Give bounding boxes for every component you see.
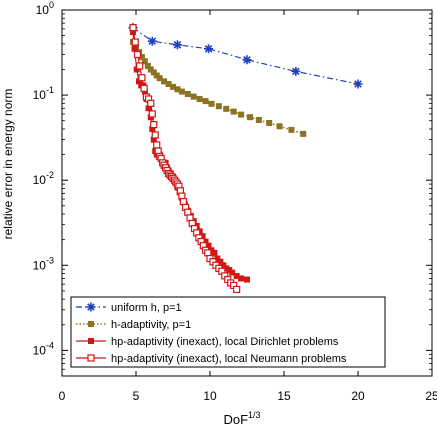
series-4-point [148,110,156,118]
series-2-point [202,98,209,105]
legend: uniform h, p=1 h-adaptivity, p=1 hp-adapti… [70,296,386,368]
series-1-point [172,40,182,50]
series-2-point [174,86,181,93]
series-4-point [138,74,146,82]
legend-label: hp-adaptivity (inexact), local Neumann p… [111,353,347,365]
y-tick-label: 10-3 [33,255,54,272]
y-tick-label: 10-4 [33,340,54,357]
series-2-point [156,75,163,82]
series-4-point [151,131,159,139]
x-axis-label-base: DoF [223,412,248,427]
y-tick-label: 100 [36,0,54,17]
series-3-point [131,45,138,52]
legend-marker [88,321,94,327]
series-3-point [130,29,137,36]
series-1 [128,23,363,89]
legend-marker [86,302,96,312]
series-4-point [131,38,139,46]
series-layer [128,23,363,294]
series-4 [129,24,241,294]
legend-label: h-adaptivity, p=1 [111,319,191,331]
series-2-point [150,69,157,76]
x-axis-label: DoF1/3 [223,410,260,427]
x-tick-label: 15 [277,389,291,403]
series-2-point [138,54,145,61]
series-3-point [199,233,206,240]
series-4-point [129,24,137,32]
series-3-point [205,242,212,249]
x-tick-label: 5 [133,389,140,403]
y-tick-label: 10-1 [33,85,54,102]
series-2-point [223,105,230,112]
series-2-point [255,116,262,123]
series-2-point [215,103,222,110]
series-4-point [153,141,161,149]
x-axis-label-exponent: 1/3 [248,410,261,420]
series-2-point [288,126,295,133]
series-1-point [204,44,214,54]
series-3-point [214,255,221,262]
series-3-point [233,272,240,279]
series-2-point [161,78,168,85]
legend-marker [87,354,95,362]
x-tick-label: 20 [351,389,365,403]
series-4-point [147,99,155,107]
series-3-point [150,136,157,143]
series-3-point [220,262,227,269]
series-3-point [244,276,250,283]
series-4-point [133,50,142,59]
series-2-point [170,83,176,90]
series-4-point [136,62,144,70]
series-3-point [202,238,209,245]
series-1-point [291,66,301,76]
series-2-point [190,93,197,100]
series-2-point [230,108,237,115]
series-2-point [208,100,215,107]
legend-item-4: hp-adaptivity (inexact), local Neumann p… [76,353,347,365]
series-2-point [300,130,307,137]
series-2-point [276,123,283,130]
series-2-point [141,58,148,65]
series-2-point [246,114,253,121]
series-1-point [147,36,157,46]
series-2-point [196,95,203,102]
series-3-point [149,125,156,132]
legend-box [70,296,386,368]
series-3-point [217,258,224,265]
series-1-point [242,55,252,65]
legend-label: uniform h, p=1 [111,302,182,314]
axes: 0 5 10 15 20 25 10-4 10-3 10-2 10-1 100 [33,0,437,403]
series-3-point [135,78,142,85]
legend-label: hp-adaptivity (inexact), local Dirichlet… [111,336,339,348]
series-2-point [184,91,191,98]
series-2-point [238,111,245,118]
series-4-point [233,285,241,294]
legend-marker [88,338,94,344]
series-4-point [140,84,148,92]
x-tick-label: 25 [425,389,437,403]
series-3-point [211,249,218,256]
y-tick-label: 10-2 [33,170,54,187]
legend-item-1: uniform h, p=1 [76,302,182,314]
x-tick-label: 10 [203,389,217,403]
series-4-point [150,121,158,129]
legend-item-3: hp-adaptivity (inexact), local Dirichlet… [76,336,339,348]
y-axis-label: relative error in energy norm [1,89,15,240]
series-1-point [353,79,363,89]
series-2-point [266,119,273,126]
series-3-point [229,269,236,276]
x-tick-label: 0 [59,389,66,403]
legend-item-2: h-adaptivity, p=1 [76,319,191,331]
series-3-point [145,105,152,112]
series-3-point [238,275,245,282]
series-2-point [144,62,151,69]
series-2-point [165,81,172,88]
series-2-point [178,88,185,95]
